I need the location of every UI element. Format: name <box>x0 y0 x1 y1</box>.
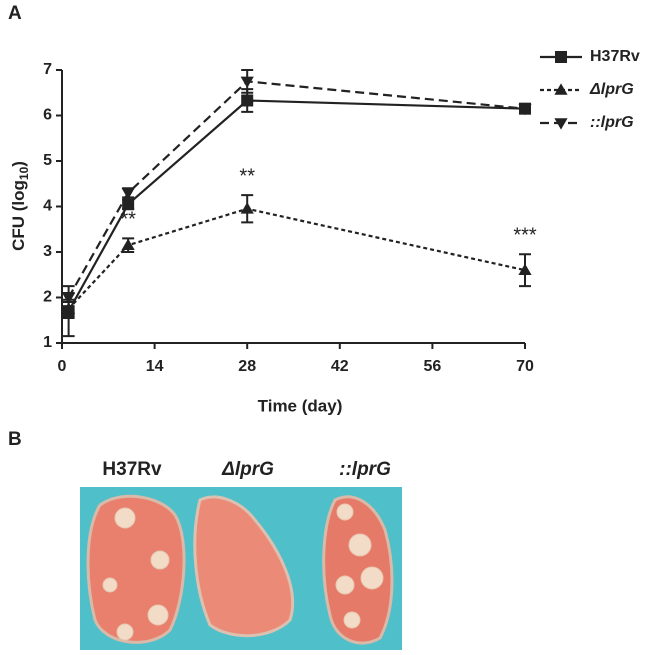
annotation: *** <box>513 225 537 247</box>
legend-label: ΔlprG <box>589 81 634 98</box>
photo-label: ΔlprG <box>221 459 274 480</box>
y-title-sub: 10 <box>17 166 31 180</box>
x-tick-label: 70 <box>516 358 534 375</box>
legend-marker <box>555 51 567 63</box>
x-tick-label: 28 <box>238 358 256 375</box>
data-point <box>62 302 76 314</box>
legend-label: H37Rv <box>590 48 640 65</box>
y-axis-title: CFU (log10) <box>9 161 31 251</box>
y-tick-label: 4 <box>43 198 52 215</box>
y-tick-label: 1 <box>43 334 52 351</box>
data-point <box>518 263 532 275</box>
lesions <box>102 503 384 641</box>
x-tick-label: 14 <box>146 358 164 375</box>
data-point <box>122 198 135 211</box>
y-tick-label: 5 <box>43 152 52 169</box>
x-tick-label: 0 <box>58 358 67 375</box>
data-point <box>241 94 254 107</box>
legend-marker <box>554 83 568 95</box>
legend-marker <box>554 118 568 130</box>
y-tick-label: 2 <box>43 289 52 306</box>
series-line <box>67 99 526 312</box>
annotation: ** <box>239 165 255 187</box>
x-axis-title: Time (day) <box>258 396 343 415</box>
y-title-part: CFU (log <box>9 180 28 251</box>
data-point <box>240 76 254 88</box>
y-tick-label: 6 <box>43 107 52 124</box>
annotation: ** <box>120 209 136 231</box>
photo-label: ::lprG <box>339 459 391 480</box>
data-point <box>121 238 135 250</box>
photo-label: H37Rv <box>102 459 162 480</box>
series-line <box>67 80 526 299</box>
y-title-part: ) <box>9 161 28 167</box>
series-line <box>67 207 526 310</box>
lung <box>86 494 186 644</box>
data-point <box>62 292 76 305</box>
y-tick-label: 3 <box>43 243 52 260</box>
data-point <box>518 103 532 116</box>
x-tick-label: 56 <box>424 358 442 375</box>
panel-label: A <box>8 3 22 24</box>
data-point <box>240 202 254 214</box>
legend-label: ::lprG <box>590 114 634 131</box>
lung <box>322 495 394 645</box>
photo <box>80 487 402 650</box>
y-tick-label: 7 <box>43 61 52 78</box>
data-point <box>121 188 135 200</box>
lung <box>193 495 295 638</box>
panel-label: B <box>8 429 22 450</box>
x-tick-label: 42 <box>331 358 349 375</box>
